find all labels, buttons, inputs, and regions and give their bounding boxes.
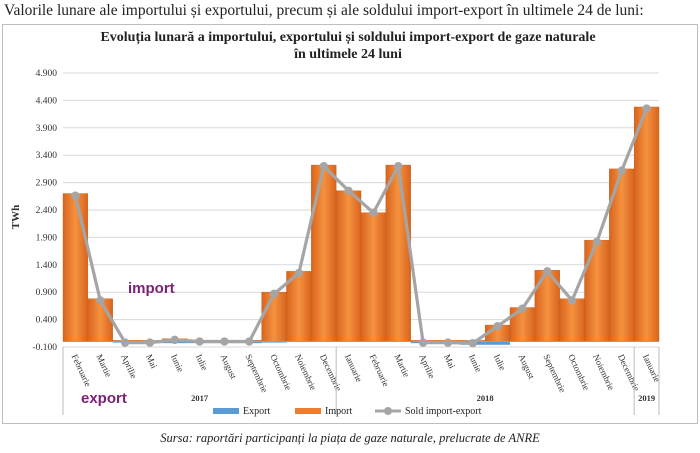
sold-point <box>443 338 453 347</box>
export-bar <box>261 341 287 343</box>
legend-import-label: Import <box>325 406 352 417</box>
sold-point <box>592 237 602 246</box>
sold-point <box>71 191 80 200</box>
y-tick-label: 1.400 <box>36 261 58 271</box>
legend-import-swatch <box>295 408 321 414</box>
y-tick-label: -0.100 <box>32 343 57 353</box>
y-axis-label: TWh <box>10 205 22 229</box>
x-tick-label: Februarie <box>70 353 94 388</box>
source-note: Sursa: raportări participanți la piața d… <box>160 431 540 445</box>
chart-frame: Evoluția lunară a importului, exportului… <box>2 24 698 424</box>
x-tick-label: Octombrie <box>566 353 591 392</box>
y-tick-label: 0.400 <box>36 316 58 326</box>
x-tick-label: Iunie <box>467 353 484 374</box>
sold-point <box>468 338 477 348</box>
import-bar <box>584 239 610 342</box>
chart-title-line-2: în ultimele 24 luni <box>293 47 402 62</box>
x-tick-label: Mai <box>144 353 159 371</box>
x-tick-label: Septembrie <box>243 353 269 394</box>
x-tick-label: Aprilie <box>119 353 139 380</box>
sold-point <box>617 166 626 175</box>
import-bar <box>62 193 89 342</box>
y-tick-label: 3.400 <box>36 151 58 161</box>
import-bar <box>559 298 585 342</box>
legend: Export Import Sold import-export <box>213 406 482 417</box>
sold-point <box>170 335 179 345</box>
import-bar <box>87 298 113 342</box>
import-bar <box>311 164 337 342</box>
sold-point <box>269 289 279 299</box>
y-tick-label: 1.900 <box>36 233 58 243</box>
year-label: 2018 <box>477 393 494 403</box>
chart: Evoluția lunară a importului, exportului… <box>10 30 662 417</box>
sold-point <box>418 338 428 347</box>
sold-point <box>518 304 527 313</box>
x-tick-label: Februarie <box>368 353 392 388</box>
sold-point <box>344 186 353 196</box>
chart-title-line-1: Evoluția lunară a importului, exportului… <box>100 30 595 45</box>
y-tick-label: 2.400 <box>36 206 58 216</box>
x-tick-label: August <box>517 353 537 381</box>
x-tick-label: Martie <box>94 353 113 379</box>
x-tick-label: Iulie <box>492 353 508 372</box>
y-tick-label: 2.900 <box>36 179 58 189</box>
sold-point <box>145 338 155 347</box>
sold-point <box>195 337 204 346</box>
x-tick-label: Septembrie <box>541 353 567 394</box>
export-bar <box>485 341 510 345</box>
sold-point <box>120 338 130 347</box>
sold-point <box>319 161 328 171</box>
annotation-export: export <box>81 390 127 407</box>
import-bar <box>360 212 387 342</box>
x-tick-label: Iunie <box>169 353 186 374</box>
sold-point <box>220 337 229 346</box>
sold-point <box>245 337 254 346</box>
x-tick-label: Iulie <box>194 353 210 372</box>
import-bar <box>261 292 287 342</box>
sold-point <box>294 268 304 278</box>
sold-point <box>567 296 577 305</box>
x-tick-label: Mai <box>442 353 457 371</box>
year-label: 2017 <box>191 393 209 403</box>
y-tick-label: 4.400 <box>36 96 58 106</box>
x-tick-label: Noiembrie <box>591 353 616 392</box>
y-tick-label: 4.900 <box>36 69 58 79</box>
legend-sold-label: Sold import-export <box>405 406 482 417</box>
x-tick-label: Octombrie <box>268 353 293 392</box>
legend-export-label: Export <box>243 406 270 417</box>
legend-sold-marker <box>384 407 392 415</box>
sold-point <box>96 296 105 305</box>
x-tick-label: Ianuarie <box>343 353 365 384</box>
x-tick-label: Decembrie <box>616 353 642 393</box>
sold-point <box>369 208 378 217</box>
import-bar <box>633 106 660 342</box>
x-tick-label: Decembrie <box>318 353 344 393</box>
import-bar <box>385 164 411 342</box>
year-label: 2019 <box>638 393 655 403</box>
sold-point <box>543 267 552 276</box>
x-tick-label: August <box>219 353 239 381</box>
page-caption: Valorile lunare ale importului și export… <box>4 2 644 19</box>
legend-export-swatch <box>213 408 239 414</box>
x-tick-label: Martie <box>392 353 411 379</box>
import-bar <box>335 190 362 342</box>
x-tick-label: Aprilie <box>417 353 437 380</box>
y-tick-label: 3.900 <box>36 124 58 134</box>
x-tick-label: Noiembrie <box>293 353 318 392</box>
sold-point <box>493 321 502 331</box>
annotation-import: import <box>128 280 175 297</box>
sold-point <box>394 161 403 171</box>
y-tick-label: 0.900 <box>36 288 58 298</box>
sold-point <box>642 104 651 113</box>
